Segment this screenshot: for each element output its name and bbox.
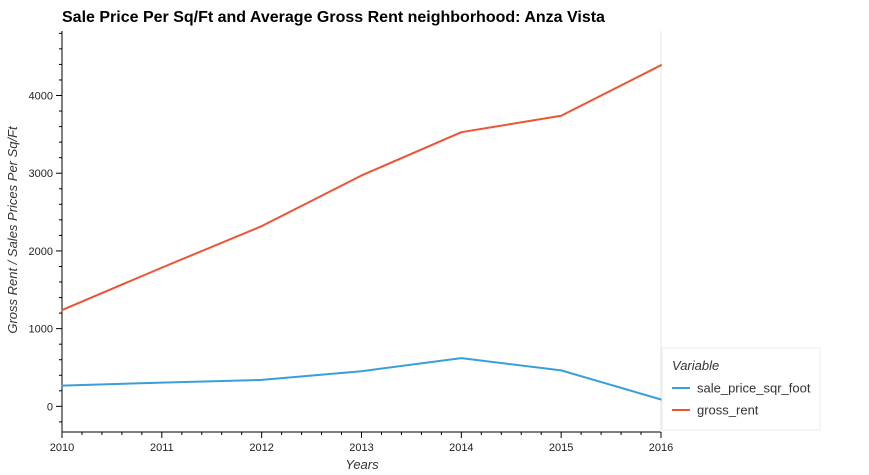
y-tick-label: 1000	[29, 324, 53, 336]
x-tick-label: 2013	[349, 442, 373, 454]
x-tick-label: 2010	[50, 442, 74, 454]
series-lines	[61, 64, 662, 401]
x-tick-label: 2015	[549, 442, 573, 454]
series-line-sale-price-sqr-foot	[61, 357, 662, 401]
y-tick-label: 3000	[29, 168, 53, 180]
x-tick-label: 2016	[649, 442, 673, 454]
x-tick-label: 2012	[249, 442, 273, 454]
x-tick-label: 2011	[150, 442, 174, 454]
legend-items: sale_price_sqr_foot gross_rent	[672, 381, 811, 418]
x-axis-label: Years	[345, 457, 379, 472]
x-tick-label: 2014	[449, 442, 473, 454]
y-ticks: 0 1000 2000 3000 4000	[29, 32, 62, 423]
series-line-gross-rent	[61, 64, 662, 312]
y-tick-label: 2000	[29, 246, 53, 258]
y-tick-label: 0	[47, 401, 53, 413]
legend-title: Variable	[672, 358, 719, 373]
chart-title: Sale Price Per Sq/Ft and Average Gross R…	[62, 9, 605, 26]
x-ticks: 2010 2011 2012 2013 2014 2015 2016	[50, 432, 673, 454]
y-axis-label: Gross Rent / Sales Prices Per Sq/Ft	[5, 125, 20, 334]
legend-label: sale_price_sqr_foot	[697, 381, 811, 396]
y-tick-label: 4000	[29, 91, 53, 103]
legend: Variable sale_price_sqr_foot gross_rent	[661, 347, 821, 431]
legend-label: gross_rent	[697, 403, 759, 418]
plot-area: 2010 2011 2012 2013 2014 2015 2016 0 1000 2000 30…	[29, 31, 673, 454]
